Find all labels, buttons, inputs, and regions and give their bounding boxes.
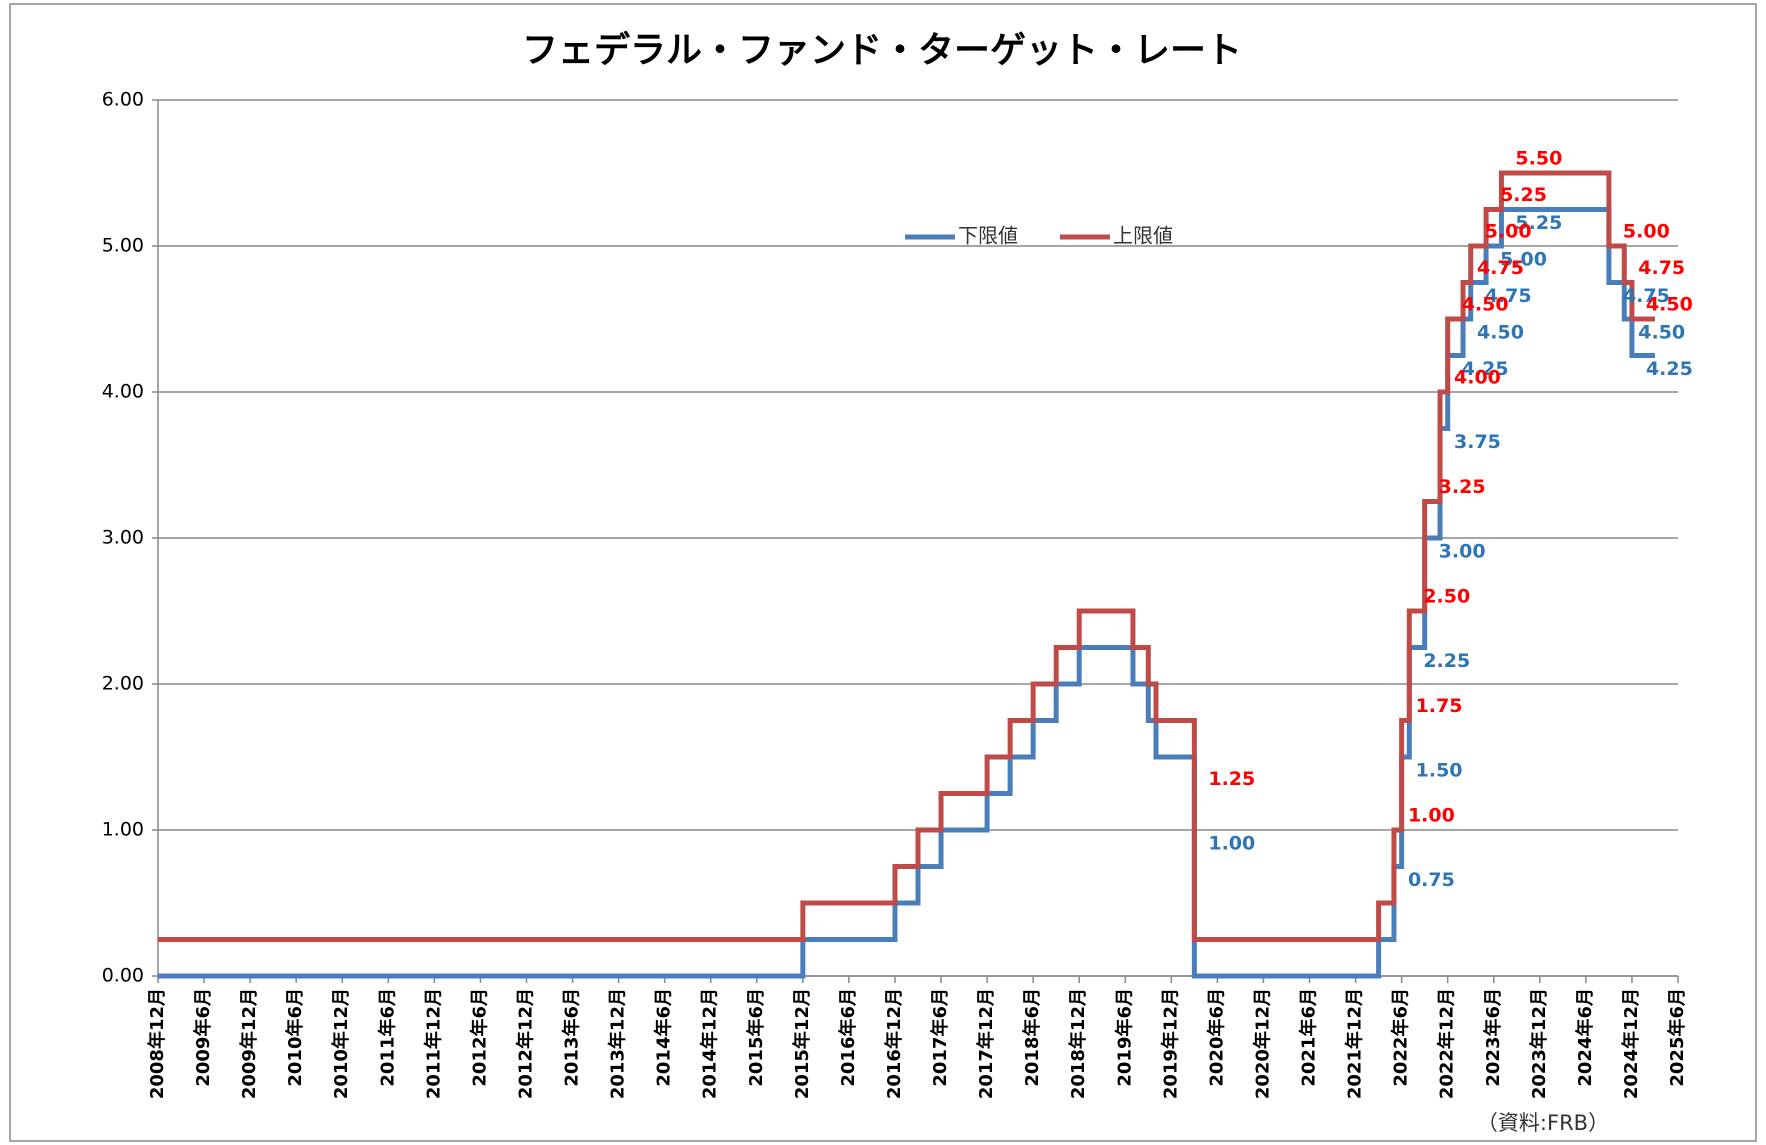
data-label: 5.00 — [1500, 249, 1547, 271]
data-label: 0.75 — [1408, 869, 1455, 891]
x-tick-label: 2024年6月 — [1574, 988, 1596, 1087]
x-tick-label: 2010年12月 — [330, 988, 352, 1099]
x-tick-label: 2015年12月 — [791, 988, 813, 1099]
data-label: 3.75 — [1454, 431, 1501, 453]
data-label: 1.75 — [1416, 695, 1463, 717]
data-label: 2.50 — [1423, 586, 1470, 608]
data-label: 4.00 — [1454, 367, 1501, 389]
data-label: 5.00 — [1623, 221, 1670, 243]
data-label: 4.50 — [1477, 322, 1524, 344]
legend-label: 下限値 — [958, 224, 1018, 248]
y-tick-label: 2.00 — [102, 673, 144, 695]
x-tick-label: 2009年6月 — [192, 988, 214, 1087]
data-label: 4.50 — [1638, 322, 1685, 344]
x-tick-label: 2015年6月 — [745, 988, 767, 1087]
data-label: 1.00 — [1208, 833, 1255, 855]
chart-title: フェデラル・ファンド・ターゲット・レート — [522, 29, 1242, 71]
data-label: 5.25 — [1500, 184, 1547, 206]
x-tick-label: 2022年12月 — [1436, 988, 1458, 1099]
x-tick-label: 2016年6月 — [837, 988, 859, 1087]
x-tick-label: 2009年12月 — [238, 988, 260, 1099]
x-tick-label: 2021年6月 — [1298, 988, 1320, 1087]
data-label: 4.50 — [1646, 294, 1693, 316]
x-tick-label: 2017年12月 — [975, 988, 997, 1099]
x-tick-label: 2013年12月 — [607, 988, 629, 1099]
y-tick-label: 3.00 — [102, 527, 144, 549]
data-label: 3.25 — [1439, 476, 1486, 498]
data-label: 4.50 — [1462, 294, 1509, 316]
x-tick-label: 2020年6月 — [1205, 988, 1227, 1087]
x-tick-label: 2019年6月 — [1113, 988, 1135, 1087]
x-tick-label: 2014年6月 — [653, 988, 675, 1087]
data-label: 4.75 — [1638, 257, 1685, 279]
x-tick-label: 2011年12月 — [422, 988, 444, 1099]
y-tick-label: 1.00 — [102, 819, 144, 841]
y-tick-label: 4.00 — [102, 381, 144, 403]
data-label: 5.25 — [1515, 212, 1562, 234]
y-tick-label: 6.00 — [102, 89, 144, 111]
x-tick-label: 2022年6月 — [1390, 988, 1412, 1087]
data-label: 3.00 — [1439, 541, 1486, 563]
x-tick-label: 2018年12月 — [1067, 988, 1089, 1099]
x-tick-label: 2013年6月 — [561, 988, 583, 1087]
x-tick-label: 2017年6月 — [929, 988, 951, 1087]
data-label: 4.25 — [1462, 358, 1509, 380]
data-label: 4.75 — [1623, 285, 1670, 307]
x-tick-label: 2020年12月 — [1251, 988, 1273, 1099]
x-tick-label: 2025年6月 — [1666, 988, 1688, 1087]
x-tick-label: 2014年12月 — [699, 988, 721, 1099]
x-tick-label: 2023年6月 — [1482, 988, 1504, 1087]
data-label: 5.50 — [1515, 148, 1562, 170]
data-label: 1.50 — [1416, 760, 1463, 782]
x-tick-label: 2018年6月 — [1021, 988, 1043, 1087]
x-tick-label: 2023年12月 — [1528, 988, 1550, 1099]
source-note: （資料:FRB） — [1477, 1111, 1609, 1135]
data-label: 2.25 — [1423, 650, 1470, 672]
legend-label: 上限値 — [1113, 224, 1173, 248]
x-tick-label: 2008年12月 — [146, 988, 168, 1099]
data-label: 4.75 — [1485, 285, 1532, 307]
data-label: 4.25 — [1646, 358, 1693, 380]
x-tick-label: 2021年12月 — [1344, 988, 1366, 1099]
chart-frame — [9, 3, 1757, 1142]
x-tick-label: 2024年12月 — [1620, 988, 1642, 1099]
x-tick-label: 2010年6月 — [284, 988, 306, 1087]
x-tick-label: 2016年12月 — [883, 988, 905, 1099]
y-tick-label: 5.00 — [102, 235, 144, 257]
x-tick-label: 2019年12月 — [1159, 988, 1181, 1099]
data-label: 5.00 — [1485, 221, 1532, 243]
series-line — [158, 207, 1655, 979]
data-label: 1.00 — [1408, 805, 1455, 827]
y-tick-label: 0.00 — [102, 965, 144, 987]
data-label: 1.25 — [1208, 768, 1255, 790]
data-label: 4.75 — [1477, 257, 1524, 279]
x-tick-label: 2012年6月 — [468, 988, 490, 1087]
series-line — [158, 170, 1655, 942]
x-tick-label: 2011年6月 — [376, 988, 398, 1087]
x-tick-label: 2012年12月 — [514, 988, 536, 1099]
